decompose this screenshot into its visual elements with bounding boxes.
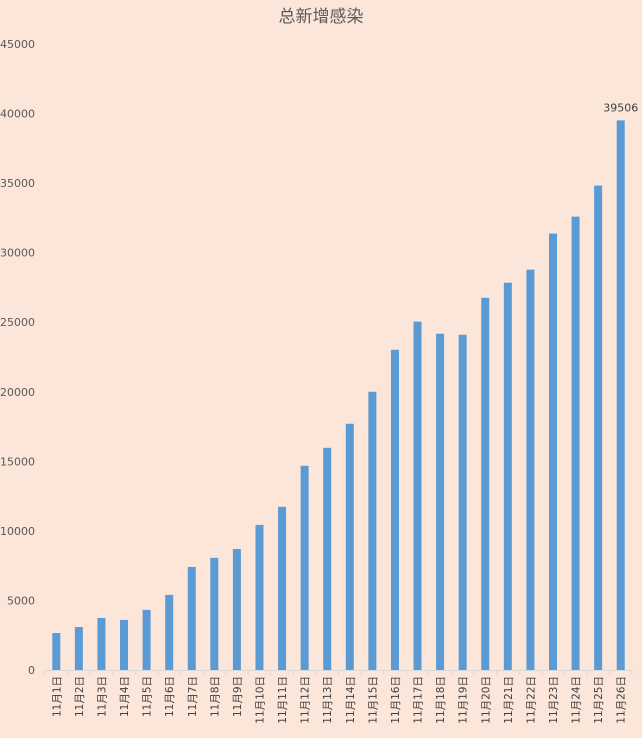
y-tick-label: 25000 <box>0 316 35 329</box>
x-tick-label: 11月23日 <box>548 676 560 724</box>
x-tick-label: 11月8日 <box>209 676 221 717</box>
bar <box>165 594 174 670</box>
bar <box>503 282 512 670</box>
x-tick-label: 11月15日 <box>367 676 379 724</box>
chart-title: 总新增感染 <box>279 7 364 27</box>
x-tick-label: 11月2日 <box>74 676 86 717</box>
y-tick-label: 0 <box>28 664 35 677</box>
y-tick-label: 15000 <box>0 455 35 468</box>
bar <box>232 548 241 670</box>
bar <box>300 465 309 670</box>
y-tick-label: 35000 <box>0 177 35 190</box>
y-tick-label: 20000 <box>0 386 35 399</box>
x-tick-label: 11月14日 <box>345 676 357 724</box>
bar <box>97 617 106 670</box>
bar <box>458 334 467 670</box>
bar <box>436 333 445 670</box>
bar <box>278 506 287 670</box>
bar <box>526 269 535 670</box>
x-tick-label: 11月7日 <box>187 676 199 717</box>
y-axis: 0 5000 10000 15000 20000 25000 30000 35000 40000… <box>0 38 35 677</box>
data-labels: 39506 <box>603 101 638 114</box>
x-axis: 11月1日 11月2日 11月3日 11月4日 11月5日 11月6日 11月7日 11月8日… <box>44 670 633 724</box>
y-tick-label: 30000 <box>0 247 35 260</box>
bar <box>74 627 83 670</box>
x-tick-label: 11月4日 <box>119 676 131 717</box>
x-tick-label: 11月25日 <box>593 676 605 724</box>
bar <box>52 632 61 670</box>
x-tick-label: 11月20日 <box>480 676 492 724</box>
x-tick-label: 11月21日 <box>503 676 515 724</box>
y-tick-label: 45000 <box>0 38 35 51</box>
bar <box>210 557 219 670</box>
x-tick-label: 11月5日 <box>142 676 154 717</box>
bar <box>594 185 603 670</box>
bar <box>345 423 354 670</box>
bar <box>481 297 490 670</box>
x-tick-label: 11月19日 <box>458 676 470 724</box>
y-tick-label: 5000 <box>7 594 35 607</box>
x-tick-label: 11月18日 <box>435 676 447 724</box>
bar <box>548 233 557 670</box>
bar <box>571 216 580 670</box>
bar <box>323 447 332 670</box>
x-tick-label: 11月24日 <box>571 676 583 724</box>
x-tick-label: 11月10日 <box>254 676 266 724</box>
x-tick-label: 11月12日 <box>300 676 312 724</box>
bar <box>616 120 625 671</box>
bar <box>390 349 399 670</box>
bars <box>52 120 625 671</box>
bar <box>255 524 264 670</box>
x-tick-label: 11月17日 <box>413 676 425 724</box>
y-tick-label: 40000 <box>0 108 35 121</box>
x-tick-label: 11月16日 <box>390 676 402 724</box>
x-tick-label: 11月26日 <box>616 676 628 724</box>
x-tick-label: 11月6日 <box>164 676 176 717</box>
x-tick-label: 11月13日 <box>322 676 334 724</box>
x-tick-label: 11月3日 <box>96 676 108 717</box>
x-tick-label: 11月9日 <box>232 676 244 717</box>
bar <box>368 391 377 670</box>
x-tick-label: 11月22日 <box>525 676 537 724</box>
bar <box>120 619 129 670</box>
x-tick-label: 11月11日 <box>277 676 289 724</box>
bar <box>187 566 196 670</box>
bar <box>142 609 151 670</box>
bar <box>413 321 422 670</box>
data-label: 39506 <box>603 101 638 114</box>
y-tick-label: 10000 <box>0 525 35 538</box>
x-tick-label: 11月1日 <box>51 676 63 717</box>
